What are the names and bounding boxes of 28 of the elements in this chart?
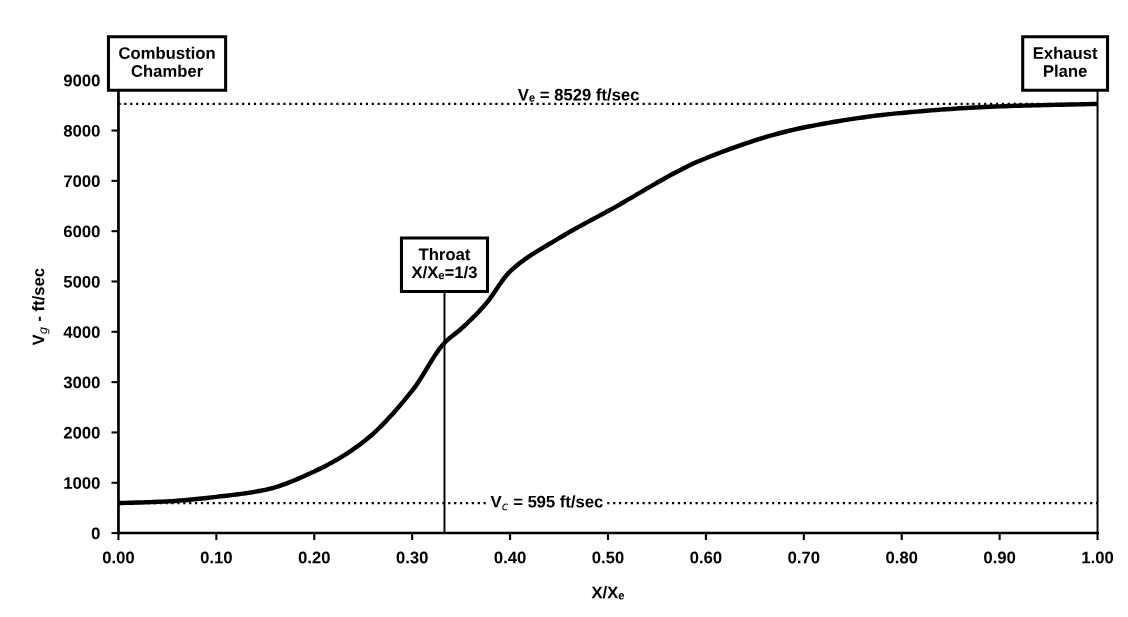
y-tick-label: 4000: [63, 326, 100, 339]
x-tick-label: 0.40: [494, 551, 526, 564]
annotation: Vₑ = 8529 ft/sec: [517, 88, 639, 102]
x-tick-label: 0.20: [298, 551, 330, 564]
y-tick-label: 1000: [64, 477, 100, 489]
x-tick-label: 0.50: [592, 551, 624, 564]
x-tick-label: 0.30: [396, 551, 428, 564]
y-tick-label: 5000: [63, 275, 100, 288]
x-tick-label: 0.00: [102, 551, 134, 564]
y-axis-title: V$_{g}$ - ft/sec: [32, 268, 50, 346]
x-tick-label: 0.10: [200, 551, 232, 564]
y-tick-label: 6000: [63, 225, 100, 238]
x-axis-title: X/Xₑ: [591, 586, 625, 600]
annotation: Combustion Chamber: [119, 46, 215, 77]
y-tick-label: 7000: [64, 175, 100, 188]
x-tick-label: 0.80: [886, 551, 918, 564]
x-tick-label: 0.70: [788, 551, 820, 564]
x-tick-label: 0.90: [984, 551, 1016, 564]
y-tick-label: 3000: [63, 376, 100, 389]
y-tick-label: 9000: [63, 74, 100, 87]
y-tick-label: 0: [91, 527, 100, 540]
x-tick-label: 0.60: [690, 551, 722, 564]
x-tick-label: 1.00: [1082, 551, 1114, 564]
annotation: V$_{c}$ = 595 ft/sec: [490, 495, 603, 511]
y-tick-label: 8000: [63, 124, 100, 137]
annotation: Exhaust Plane: [1033, 46, 1098, 77]
annotation: Throat X/Xₑ=1/3: [411, 248, 477, 280]
y-tick-label: 2000: [63, 426, 100, 439]
